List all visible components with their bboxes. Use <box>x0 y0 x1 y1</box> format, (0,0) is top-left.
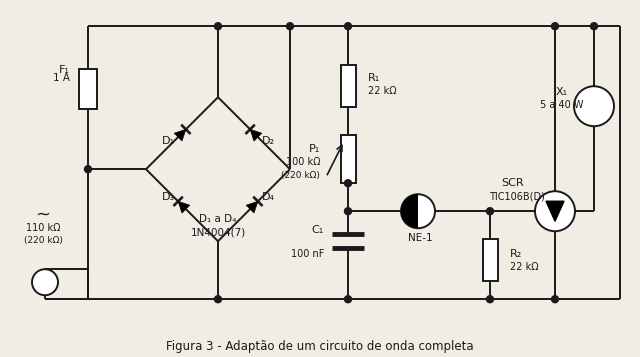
Bar <box>340 135 355 183</box>
Text: 22 kΩ: 22 kΩ <box>368 86 397 96</box>
Circle shape <box>401 194 435 228</box>
Text: NE-1: NE-1 <box>408 233 432 243</box>
Text: ~: ~ <box>35 205 51 223</box>
Polygon shape <box>246 201 258 213</box>
Text: (220 kΩ): (220 kΩ) <box>24 236 63 245</box>
Text: C₁: C₁ <box>312 225 324 235</box>
Circle shape <box>344 208 351 215</box>
Polygon shape <box>178 201 190 213</box>
Circle shape <box>214 23 221 30</box>
Circle shape <box>552 23 559 30</box>
Circle shape <box>591 23 598 30</box>
Text: D₁ a D₄: D₁ a D₄ <box>199 214 237 224</box>
Text: 5 a 40 W: 5 a 40 W <box>540 100 584 110</box>
Text: 110 kΩ: 110 kΩ <box>26 223 60 233</box>
Text: 100 nF: 100 nF <box>291 249 324 259</box>
Circle shape <box>84 166 92 173</box>
Text: F₁: F₁ <box>59 65 70 75</box>
Polygon shape <box>546 201 564 221</box>
Circle shape <box>344 23 351 30</box>
Text: 1 A: 1 A <box>53 73 70 83</box>
Text: X₁: X₁ <box>556 87 568 97</box>
Text: 22 kΩ: 22 kΩ <box>510 262 539 272</box>
Text: D₁: D₁ <box>161 136 175 146</box>
Circle shape <box>344 296 351 303</box>
Bar <box>79 69 97 109</box>
Text: P₁: P₁ <box>308 144 320 154</box>
Circle shape <box>287 23 294 30</box>
Text: D₂: D₂ <box>262 136 275 146</box>
Polygon shape <box>250 129 262 141</box>
Text: Figura 3 - Adaptão de um circuito de onda completa: Figura 3 - Adaptão de um circuito de ond… <box>166 340 474 353</box>
Text: 100 kΩ: 100 kΩ <box>285 157 320 167</box>
Circle shape <box>214 296 221 303</box>
Bar <box>483 239 497 281</box>
Polygon shape <box>401 194 418 228</box>
Text: D₃: D₃ <box>161 192 175 202</box>
Circle shape <box>486 296 493 303</box>
Text: TIC106B(D): TIC106B(D) <box>489 191 545 201</box>
Text: D₄: D₄ <box>262 192 275 202</box>
Circle shape <box>535 191 575 231</box>
Circle shape <box>552 296 559 303</box>
Circle shape <box>344 180 351 187</box>
Circle shape <box>574 86 614 126</box>
Text: 1N4004(7): 1N4004(7) <box>190 227 246 237</box>
Bar <box>340 65 355 107</box>
Circle shape <box>32 269 58 295</box>
Text: R₁: R₁ <box>368 73 380 83</box>
Text: R₂: R₂ <box>510 249 522 259</box>
Circle shape <box>486 208 493 215</box>
Polygon shape <box>174 129 186 141</box>
Text: (220 kΩ): (220 kΩ) <box>281 171 320 180</box>
Text: SCR: SCR <box>502 178 524 188</box>
